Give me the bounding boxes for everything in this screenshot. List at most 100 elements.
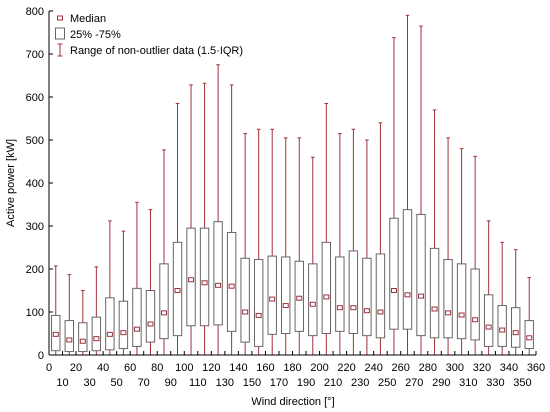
- median-marker: [363, 308, 370, 314]
- iqr-box: [64, 320, 74, 353]
- x-tick-label: 280: [419, 362, 437, 374]
- box-group: [172, 102, 183, 356]
- box-group: [470, 155, 480, 356]
- median-marker: [404, 292, 411, 298]
- iqr-box: [281, 256, 291, 334]
- iqr-box: [240, 257, 250, 343]
- box-group: [321, 102, 332, 356]
- median-marker: [174, 288, 181, 293]
- box-group: [308, 156, 318, 356]
- median-marker: [377, 309, 384, 315]
- median-marker: [66, 337, 73, 343]
- legend-whisker-label: Range of non-outlier data (1.5·IQR): [70, 45, 243, 57]
- median-marker: [269, 296, 276, 302]
- x-tick-label: 200: [310, 362, 328, 374]
- iqr-box: [267, 255, 277, 335]
- iqr-box: [511, 307, 521, 348]
- box-group: [456, 148, 467, 356]
- box-group: [348, 128, 359, 356]
- y-tick-label: 700: [26, 49, 44, 61]
- median-marker: [79, 338, 86, 344]
- box-group: [429, 109, 440, 356]
- x-tick-label: 310: [459, 377, 477, 389]
- x-tick-label: 110: [189, 377, 207, 389]
- box-group: [226, 84, 237, 356]
- y-tick-label: 300: [26, 221, 44, 233]
- x-tick-label: 130: [216, 377, 234, 389]
- x-tick-label: 260: [392, 362, 410, 374]
- iqr-box: [253, 259, 264, 347]
- x-tick-label: 100: [175, 362, 193, 374]
- box-group: [497, 241, 507, 356]
- median-marker: [445, 310, 452, 316]
- median-marker: [323, 294, 330, 300]
- x-tick-label: 10: [56, 377, 68, 389]
- x-tick-label: 40: [97, 362, 109, 374]
- iqr-box: [389, 217, 399, 330]
- median-marker: [512, 330, 519, 336]
- median-marker: [499, 327, 506, 333]
- median-marker: [485, 324, 492, 330]
- x-tick-label: 140: [229, 362, 247, 374]
- y-axis-title: Active power [kW]: [5, 139, 17, 227]
- median-marker: [255, 312, 262, 318]
- x-tick-label: 80: [151, 362, 163, 374]
- x-tick-label: 60: [124, 362, 136, 374]
- x-tick-label: 340: [500, 362, 518, 374]
- iqr-box: [78, 322, 88, 353]
- y-tick-label: 100: [26, 307, 44, 319]
- iqr-box: [348, 250, 359, 334]
- iqr-box: [335, 256, 345, 332]
- box-group: [335, 133, 345, 356]
- x-tick-label: 160: [256, 362, 274, 374]
- iqr-box: [213, 221, 223, 326]
- y-tick-label: 800: [26, 6, 44, 18]
- iqr-box: [524, 320, 534, 350]
- y-tick-label: 500: [26, 135, 44, 147]
- iqr-box: [402, 209, 413, 330]
- iqr-box: [321, 241, 332, 334]
- x-tick-label: 70: [138, 377, 150, 389]
- box-group: [118, 230, 129, 356]
- y-tick-label: 0: [38, 350, 44, 362]
- iqr-box: [91, 316, 102, 352]
- box-group: [186, 84, 196, 356]
- median-marker: [526, 335, 533, 341]
- x-tick-label: 250: [378, 377, 396, 389]
- box-group: [524, 277, 534, 356]
- iqr-box: [159, 263, 169, 340]
- iqr-box: [375, 253, 386, 339]
- x-tick-label: 20: [70, 362, 82, 374]
- x-tick-label: 30: [83, 377, 95, 389]
- iqr-box: [105, 297, 115, 351]
- legend-median-symbol: [57, 15, 63, 21]
- median-marker: [458, 312, 465, 318]
- iqr-box: [199, 227, 210, 327]
- iqr-box: [483, 294, 494, 347]
- iqr-box: [416, 213, 426, 337]
- y-tick-label: 400: [26, 178, 44, 190]
- iqr-box: [429, 247, 440, 339]
- x-axis-title: Wind direction [°]: [251, 396, 334, 408]
- median-marker: [282, 303, 289, 309]
- boxes-layer: [51, 14, 534, 356]
- iqr-box: [226, 231, 237, 332]
- axes-layer: 0 100 200 300 400 500 600 700 800 0 10203040506070…: [26, 6, 546, 389]
- box-group: [240, 133, 250, 356]
- median-marker: [418, 293, 425, 299]
- median-marker: [106, 331, 113, 337]
- box-group: [483, 220, 494, 356]
- iqr-box: [145, 290, 156, 343]
- x-tick-label: 240: [364, 362, 382, 374]
- x-tick-label: 120: [202, 362, 220, 374]
- median-marker: [52, 331, 59, 337]
- median-marker: [160, 310, 167, 316]
- legend-box-label: 25% -75%: [70, 29, 121, 41]
- x-tick-label: 230: [351, 377, 369, 389]
- x-tick-label: 360: [527, 362, 545, 374]
- iqr-box: [470, 268, 480, 341]
- x-tick-label: 170: [270, 377, 288, 389]
- x-tick-label: 0: [46, 362, 52, 374]
- median-marker: [472, 317, 479, 323]
